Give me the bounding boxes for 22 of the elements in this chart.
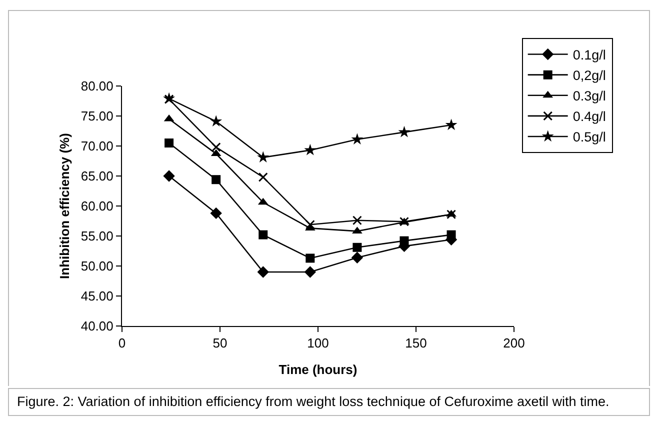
text: Figure. 2: Variation of inhibition efficiency from weight loss technique of Cefuroxime axetil with time.: [17, 393, 610, 411]
legend-label: 0.5g/l: [572, 130, 606, 145]
y-tick-label: 65.00: [80, 168, 114, 184]
legend-label: 0.4g/l: [572, 109, 606, 124]
legend-label: 0.3g/l: [572, 88, 606, 104]
y-tick-label: 60.00: [80, 198, 114, 214]
legend-label: 0.1g/l: [572, 48, 606, 63]
y-tick-label: 75.00: [80, 108, 114, 124]
x-tick-label: 50: [212, 336, 228, 351]
y-tick-label: 80.00: [80, 78, 114, 94]
y-tick-label: 50.00: [80, 258, 114, 274]
legend-label: 0,2g/l: [572, 68, 606, 84]
y-tick-label: 70.00: [80, 138, 114, 154]
y-axis-title: Inhibition efficiency (%): [56, 133, 72, 279]
y-tick-label: 40.00: [80, 318, 114, 334]
x-tick-label: 200: [503, 336, 525, 351]
x-axis-title: Time (hours): [278, 362, 358, 378]
x-tick-label: 100: [307, 336, 329, 351]
x-tick-label: 0: [118, 336, 126, 351]
x-tick-label: 150: [405, 336, 427, 351]
y-tick-label: 55.00: [80, 228, 114, 244]
y-tick-label: 45.00: [80, 288, 114, 304]
